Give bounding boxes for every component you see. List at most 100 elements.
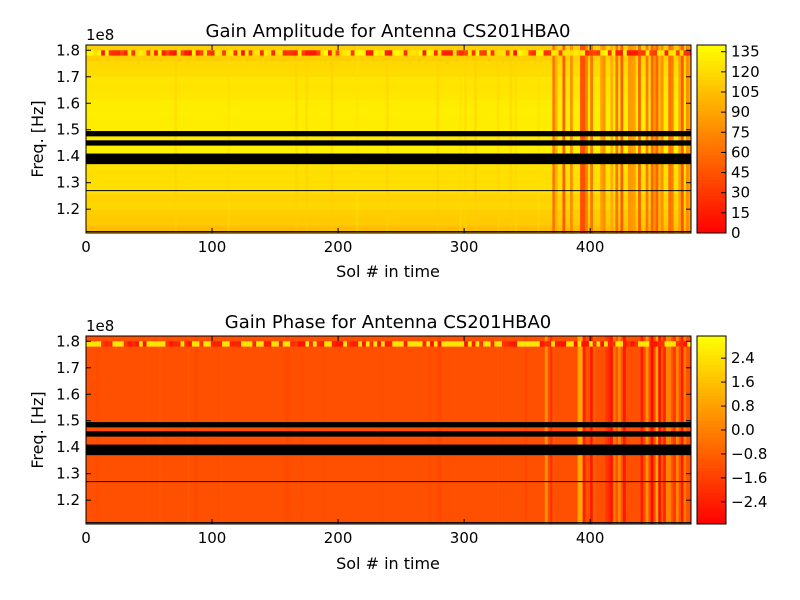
amplitude-noisy-band-cell: [471, 50, 476, 56]
amplitude-noisy-band-cell: [509, 50, 514, 56]
phase-noisy-band-cell: [237, 341, 242, 347]
phase-heatmap-base: [86, 336, 691, 524]
phase-noisy-band-cell: [97, 341, 102, 347]
phase-y-multiplier: 1e8: [86, 317, 114, 335]
amplitude-colorbar-segment: [697, 70, 726, 74]
amplitude-colorbar-segment: [697, 176, 726, 181]
amplitude-noisy-band-cell: [403, 50, 408, 56]
amplitude-noisy-band-cell: [199, 50, 204, 56]
phase-noisy-band-cell: [607, 341, 612, 347]
amplitude-noisy-band-cell: [392, 50, 397, 56]
phase-noisy-band-cell: [596, 341, 601, 347]
phase-x-tick-label: 300: [450, 529, 479, 547]
amplitude-colorbar-segment: [697, 207, 726, 212]
amplitude-colorbar-segment: [697, 135, 726, 140]
phase-y-tick-label: 1.3: [56, 465, 80, 483]
phase-time-streak: [438, 336, 442, 524]
phase-colorbar-segment: [697, 461, 726, 465]
amplitude-noisy-band-cell: [585, 50, 590, 56]
amplitude-noisy-band-cell: [282, 50, 287, 56]
amplitude-noisy-band-cell: [505, 50, 510, 56]
amplitude-freq-band: [86, 107, 691, 116]
phase-noisy-band-cell: [244, 341, 249, 347]
phase-noisy-band-cell: [483, 341, 488, 347]
amplitude-noisy-band-cell: [365, 50, 370, 56]
phase-colorbar-segment: [697, 467, 726, 472]
phase-noisy-band-cell: [573, 341, 578, 347]
amplitude-noisy-band-cell: [259, 50, 265, 56]
phase-time-streak: [380, 336, 384, 524]
amplitude-colorbar-segment: [697, 129, 726, 134]
phase-noisy-band-cell: [305, 341, 310, 347]
amplitude-y-axis-label: Freq. [Hz]: [28, 100, 47, 177]
amplitude-colorbar-segment: [697, 217, 726, 221]
phase-noisy-band-cell: [566, 341, 571, 347]
phase-noisy-band-cell: [679, 341, 684, 347]
phase-noisy-band-cell: [252, 341, 257, 347]
amplitude-colorbar-tick-label: 135: [731, 43, 760, 61]
amplitude-time-streak: [385, 45, 389, 233]
amplitude-freq-band: [86, 201, 691, 210]
phase-noisy-band-cell: [263, 341, 268, 347]
phase-colorbar-segment: [697, 442, 726, 447]
phase-colorbar-segment: [697, 370, 726, 375]
amplitude-time-streak: [474, 45, 478, 233]
amplitude-time-streak: [645, 45, 649, 233]
amplitude-noisy-band-cell: [645, 50, 650, 56]
phase-noisy-band-cell: [184, 341, 189, 347]
amplitude-time-streak: [633, 45, 636, 233]
phase-noisy-band-cell: [233, 341, 238, 347]
amplitude-noisy-band-cell: [373, 50, 378, 56]
amplitude-colorbar-segment: [697, 229, 726, 234]
amplitude-noisy-band-cell: [161, 50, 166, 56]
amplitude-colorbar-segment: [697, 182, 726, 187]
phase-noisy-band-cell: [241, 341, 246, 347]
phase-colorbar-tick-label: −1.6: [731, 469, 767, 487]
amplitude-x-tick-label: 200: [324, 238, 353, 256]
amplitude-colorbar-tick-label: 60: [731, 143, 750, 161]
amplitude-noisy-band-cell: [445, 50, 450, 56]
amplitude-colorbar-segment: [697, 179, 726, 184]
amplitude-colorbar-frame: [696, 44, 727, 234]
phase-noisy-band-cell: [301, 341, 306, 347]
amplitude-noisy-band-cell: [104, 50, 109, 56]
phase-colorbar-segment: [697, 364, 726, 368]
phase-noisy-band-cell: [675, 341, 680, 347]
amplitude-time-streak: [562, 45, 566, 233]
amplitude-colorbar-segment: [697, 117, 726, 121]
phase-colorbar-segment: [697, 511, 726, 516]
amplitude-noisy-band-cell: [622, 50, 628, 56]
amplitude-colorbar-segment: [697, 186, 726, 190]
amplitude-noisy-band-cell: [97, 50, 102, 56]
amplitude-noisy-band-cell: [679, 50, 684, 56]
amplitude-noisy-band-cell: [237, 50, 242, 56]
amplitude-noisy-band-cell: [369, 50, 374, 56]
phase-time-streak: [622, 336, 626, 524]
phase-noisy-band-cell: [471, 341, 476, 347]
amplitude-noisy-band-cell: [426, 50, 431, 56]
amplitude-colorbar-segment: [697, 151, 726, 156]
amplitude-noisy-band-cell: [524, 50, 529, 56]
amplitude-colorbar-segment: [697, 173, 726, 178]
amplitude-colorbar-segment: [697, 82, 726, 87]
phase-noisy-band-cell: [278, 341, 283, 347]
phase-noisy-band-cell: [396, 341, 401, 347]
phase-colorbar-segment: [697, 342, 726, 346]
phase-noisy-band-cell: [524, 341, 529, 347]
amplitude-noisy-band-cell: [388, 50, 393, 56]
phase-y-tick-label: 1.4: [56, 438, 80, 456]
phase-colorbar-segment: [697, 483, 726, 487]
amplitude-time-streak: [459, 45, 462, 233]
phase-noisy-band-cell: [505, 341, 510, 347]
phase-noisy-band-cell: [199, 341, 204, 347]
amplitude-time-streak: [509, 45, 513, 233]
amplitude-noisy-band-cell: [225, 50, 230, 56]
phase-time-streak: [592, 336, 596, 524]
amplitude-colorbar-segment: [697, 226, 726, 231]
phase-time-streak: [665, 336, 669, 524]
amplitude-colorbar-segment: [697, 195, 726, 200]
phase-time-streak: [194, 336, 198, 524]
amplitude-noisy-band-cell: [203, 50, 208, 56]
amplitude-noisy-band-cell: [675, 50, 680, 56]
phase-noisy-band-cell: [649, 341, 654, 347]
